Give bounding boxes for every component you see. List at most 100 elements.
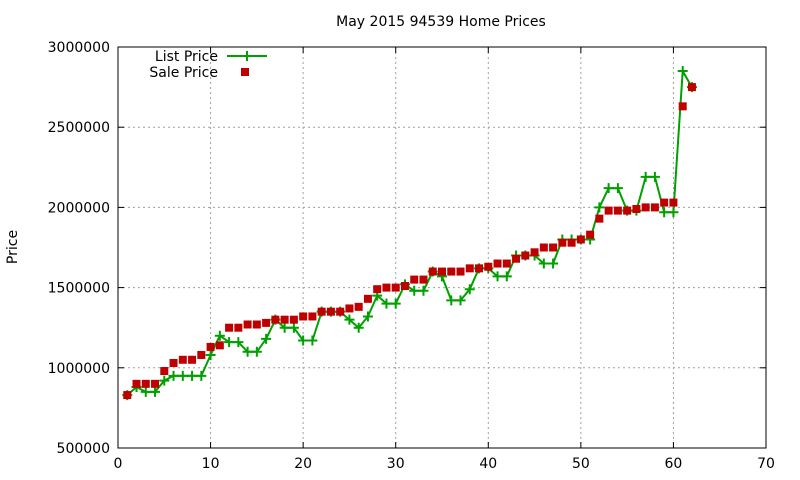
list-price-line	[126, 70, 693, 396]
list-price-point	[298, 335, 309, 346]
sale-price-point	[438, 267, 446, 276]
list-price-point	[205, 349, 216, 360]
sale-price-point	[243, 320, 252, 329]
list-price-point	[668, 207, 679, 218]
sale-price-point	[363, 294, 372, 303]
sale-price-point	[410, 275, 419, 284]
y-axis-label: Price	[5, 230, 21, 264]
x-tick-label: 10	[202, 456, 220, 472]
sale-price-point	[326, 307, 335, 316]
chart-title: May 2015 94539 Home Prices	[336, 14, 546, 30]
list-price-point	[548, 258, 559, 269]
list-price-point	[409, 285, 420, 296]
sale-price-point	[252, 320, 261, 329]
list-price-point	[140, 386, 151, 397]
list-price-point	[659, 207, 670, 218]
list-price-point	[344, 314, 355, 325]
list-price-point	[251, 346, 262, 357]
list-price-point	[242, 346, 253, 357]
sale-price-point	[604, 206, 613, 215]
sale-price-point	[206, 342, 215, 351]
sale-price-point	[586, 230, 595, 239]
list-price-point	[159, 375, 170, 386]
sale-price-point	[169, 358, 178, 367]
list-price-point	[168, 370, 179, 381]
list-price-point	[307, 335, 318, 346]
list-price-point	[538, 258, 549, 269]
sale-price-point	[493, 259, 502, 268]
sale-price-point	[160, 367, 169, 376]
sale-price-point	[678, 102, 687, 111]
x-tick-label: 20	[294, 456, 312, 472]
sale-price-point	[382, 283, 391, 292]
sale-price-point	[262, 318, 271, 327]
list-price-point	[233, 337, 244, 348]
sale-price-point	[632, 205, 641, 214]
axis-ticks: 0 10 20 30 40 50 60 70 500000 1000000 1500000 20000…	[48, 40, 775, 472]
sale-price-point	[475, 264, 484, 273]
y-tick-label: 1500000	[48, 281, 110, 297]
y-tick-label: 2000000	[48, 200, 110, 216]
sale-price-point	[687, 83, 696, 92]
sale-price-point	[539, 243, 548, 252]
y-tick-label: 2500000	[48, 120, 110, 136]
list-price-point	[224, 337, 235, 348]
list-price-point	[288, 322, 299, 333]
sale-price-point	[660, 198, 669, 207]
legend: List Price Sale Price	[149, 49, 267, 81]
sale-price-point	[484, 262, 493, 271]
grid-lines	[118, 47, 766, 448]
list-price-point	[187, 370, 198, 381]
x-tick-label: 30	[387, 456, 405, 472]
list-price-point	[196, 370, 207, 381]
sale-price-point	[354, 302, 363, 311]
list-price-point	[455, 295, 466, 306]
x-tick-label: 70	[757, 456, 775, 472]
sale-price-point	[530, 248, 539, 257]
sale-price-point	[419, 275, 428, 284]
y-tick-label: 3000000	[48, 40, 110, 56]
sale-price-point	[576, 235, 585, 244]
sale-price-point	[299, 312, 308, 321]
sale-price-point	[428, 267, 437, 276]
list-price-point	[381, 298, 392, 309]
list-price-point	[418, 285, 429, 296]
sale-price-point	[558, 238, 567, 247]
sale-price-point	[549, 243, 558, 252]
sale-price-point	[641, 203, 650, 212]
sale-price-point	[447, 267, 456, 276]
list-price-point	[640, 171, 651, 182]
sale-price-point	[234, 323, 243, 332]
sale-price-point	[280, 315, 289, 324]
sale-price-point	[151, 379, 160, 388]
sale-price-point	[317, 307, 326, 316]
sale-price-point	[308, 312, 317, 321]
list-price-point	[390, 298, 401, 309]
sale-price-point	[132, 379, 141, 388]
sale-price-point	[373, 285, 382, 294]
plot-border	[117, 46, 767, 449]
sale-price-point	[650, 203, 659, 212]
legend-label-list-price: List Price	[155, 49, 218, 65]
list-price-point	[446, 295, 457, 306]
sale-price-point	[197, 350, 206, 359]
list-price-point	[150, 386, 161, 397]
y-tick-label: 1000000	[48, 361, 110, 377]
list-price-point	[594, 202, 605, 213]
sale-price-point	[465, 264, 474, 273]
x-tick-label: 60	[665, 456, 683, 472]
list-price-point	[603, 183, 614, 194]
sale-price-point	[502, 259, 511, 268]
sale-price-point	[271, 315, 280, 324]
sale-price-point	[215, 341, 224, 350]
y-tick-label: 500000	[57, 441, 110, 457]
sale-price-point	[178, 355, 187, 364]
sale-price-point	[123, 391, 132, 400]
sale-price-point	[400, 281, 409, 290]
legend-marker-sale-price	[241, 68, 249, 76]
sale-price-point	[613, 206, 622, 215]
sale-price-point	[345, 304, 354, 313]
x-tick-label: 40	[479, 456, 497, 472]
list-price-point	[353, 322, 364, 333]
